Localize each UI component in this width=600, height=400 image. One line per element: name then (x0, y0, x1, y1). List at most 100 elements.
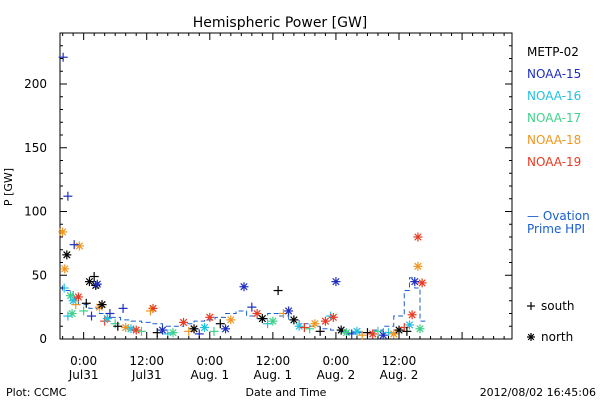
x-tick-label-time: 0:00 (196, 354, 223, 368)
data-point-south (69, 240, 79, 250)
data-point-south (305, 324, 315, 334)
data-point-south (113, 321, 123, 331)
data-point-north (389, 329, 399, 339)
data-point-north (413, 261, 423, 271)
x-tick-label-date: Aug. 1 (254, 368, 293, 382)
series-legend: METP-02 NOAA-15 NOAA-16 NOAA-17 NOAA-18 NOAA-… (527, 45, 581, 169)
data-point-south (79, 306, 89, 316)
data-point-north (410, 277, 420, 287)
y-axis: 0 50 100 150 200 (24, 32, 512, 346)
data-point-north (289, 315, 299, 325)
data-point-south (89, 272, 99, 282)
data-point-south (273, 286, 283, 296)
footer-credit: Plot: CCMC (6, 386, 67, 399)
data-point-north (328, 312, 338, 322)
data-point-south (209, 326, 219, 336)
x-tick-label-date: Jul31 (68, 368, 99, 382)
x-tick-label-time: 12:00 (256, 354, 291, 368)
data-point-north (221, 324, 231, 334)
data-point-south (215, 319, 225, 329)
data-point-north (74, 241, 84, 251)
marker-legend: south north (527, 299, 575, 344)
data-point-north (62, 250, 72, 260)
legend-entry: NOAA-16 (527, 89, 581, 103)
north-marker-symbol (527, 333, 535, 341)
data-point-south (247, 302, 257, 312)
data-point-north (310, 319, 320, 329)
data-point-north (121, 323, 131, 333)
data-point-south (136, 326, 146, 336)
data-point-north (368, 329, 378, 339)
data-point-south (105, 309, 115, 318)
x-tick-label-time: 0:00 (322, 354, 349, 368)
data-point-north (226, 315, 236, 325)
data-point-south (87, 311, 97, 321)
data-point-south (383, 328, 393, 338)
data-point-south (315, 326, 325, 336)
chart-title: Hemispheric Power [GW] (193, 15, 368, 31)
x-tick-label-date: Jul31 (131, 368, 162, 382)
x-tick-label-date: Aug. 2 (317, 368, 356, 382)
data-point-north (157, 325, 167, 335)
legend-entry: NOAA-17 (527, 111, 581, 125)
y-axis-label: P [GW] (2, 168, 15, 206)
data-point-north (417, 278, 427, 288)
data-point-north (341, 328, 351, 338)
x-tick-label-time: 12:00 (382, 354, 417, 368)
data-point-north (257, 314, 267, 324)
data-point-south (299, 323, 309, 333)
data-point-south (373, 326, 383, 336)
y-tick-label: 0 (39, 332, 47, 346)
data-point-south (58, 52, 68, 62)
legend-entry: METP-02 (527, 45, 579, 59)
data-point-south (145, 306, 155, 316)
data-point-north (331, 277, 341, 287)
marker-legend-label: south (541, 299, 575, 313)
legend-entry: NOAA-19 (527, 155, 581, 169)
data-point-north (189, 324, 199, 334)
data-point-north (413, 232, 423, 242)
data-point-north (179, 317, 189, 327)
data-point-north (352, 326, 362, 336)
data-point-north (84, 277, 94, 287)
y-tick-label: 150 (24, 141, 47, 155)
south-marker-symbol (527, 302, 535, 310)
x-tick-label-date: Aug. 2 (380, 368, 419, 382)
y-tick-label: 100 (24, 205, 47, 219)
marker-legend-label: north (541, 330, 573, 344)
x-tick-label-time: 12:00 (129, 354, 164, 368)
data-point-north (268, 316, 278, 326)
data-point-north (415, 324, 425, 334)
x-axis-label: Date and Time (246, 386, 327, 399)
data-point-north (60, 264, 70, 274)
data-point-north (239, 282, 249, 292)
data-point-north (58, 227, 68, 237)
legend-entry: NOAA-15 (527, 67, 581, 81)
data-point-south (357, 330, 367, 340)
ovation-prime-hpi-line (62, 277, 426, 334)
y-tick-label: 200 (24, 77, 47, 91)
model-legend: — Ovation Prime HPI (527, 209, 590, 236)
y-tick-label: 50 (32, 268, 47, 282)
data-point-north (92, 279, 102, 289)
x-tick-label-time: 0:00 (70, 354, 97, 368)
data-point-north (97, 300, 107, 310)
data-point-south (63, 191, 73, 201)
ovation-prime-hpi-series (62, 277, 426, 334)
model-legend-line-1: — Ovation (527, 209, 590, 223)
model-legend-line-2: Prime HPI (527, 222, 585, 236)
data-point-north (168, 328, 178, 338)
data-point-south (402, 326, 412, 336)
data-point-south (81, 298, 91, 308)
legend-entry: NOAA-18 (527, 133, 581, 147)
x-tick-label-date: Aug. 1 (190, 368, 229, 382)
data-point-north (205, 312, 215, 322)
data-point-north (405, 320, 415, 330)
data-point-north (73, 292, 83, 302)
data-point-north (407, 310, 417, 320)
data-point-north (200, 323, 210, 333)
satellite-data-points (58, 52, 427, 340)
